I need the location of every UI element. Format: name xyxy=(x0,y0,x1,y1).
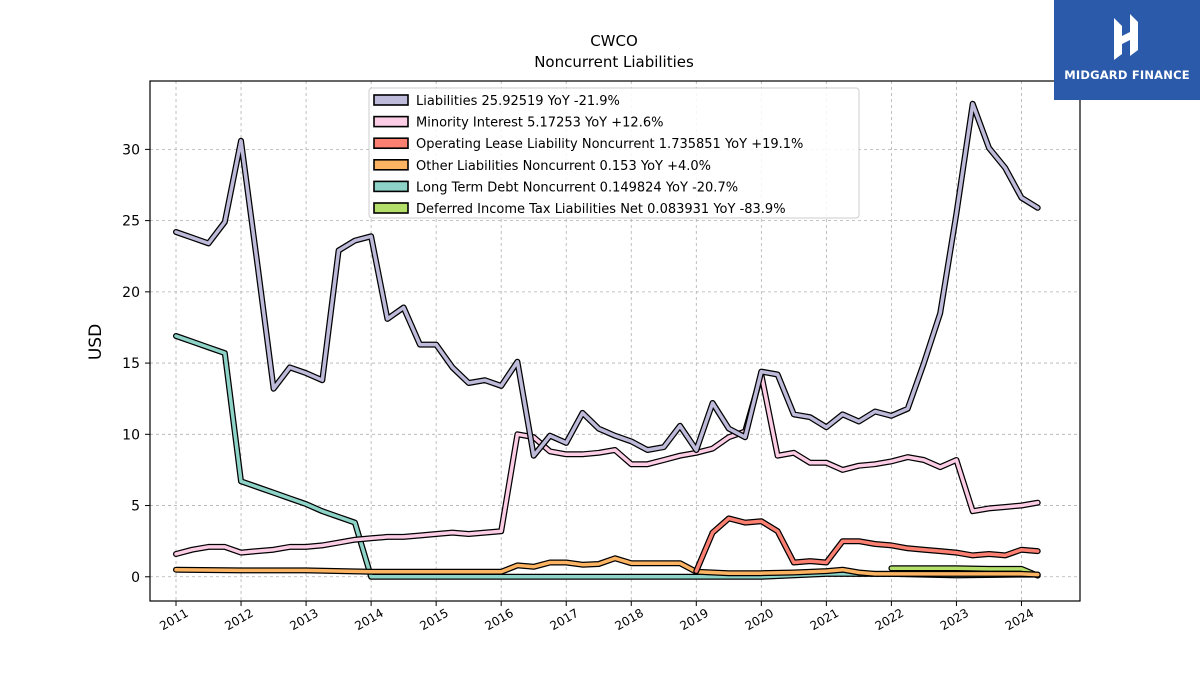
plot-frame xyxy=(149,80,1081,602)
legend-swatch xyxy=(373,159,409,171)
y-tick-label: 25 xyxy=(122,214,140,230)
x-tick-label: 2022 xyxy=(873,606,906,633)
legend-label: Liabilities 25.92519 YoY -21.9% xyxy=(416,94,620,109)
x-tick-label: 2019 xyxy=(678,606,711,633)
series-deferred-income-tax-liabilities-net xyxy=(888,565,1041,579)
x-tick-label: 2020 xyxy=(743,606,776,633)
x-tick-label: 2017 xyxy=(547,606,580,633)
y-tick-label: 5 xyxy=(131,499,140,515)
y-tick-label: 0 xyxy=(131,570,140,586)
legend-swatch xyxy=(373,180,409,193)
series-line xyxy=(174,102,1040,458)
series-other-liabilities-noncurrent xyxy=(173,555,1041,578)
legend-item: Operating Lease Liability Noncurrent 1.7… xyxy=(373,137,803,152)
series-line xyxy=(174,372,1040,556)
x-tick-label: 2024 xyxy=(1003,606,1036,633)
chart-title: CWCO xyxy=(590,32,638,50)
legend-item: Deferred Income Tax Liabilities Net 0.08… xyxy=(373,202,786,217)
x-tick-label: 2014 xyxy=(352,606,385,633)
x-tick-label: 2011 xyxy=(157,606,190,633)
legend-swatch xyxy=(373,137,409,149)
y-tick-label: 30 xyxy=(122,142,140,158)
series-line xyxy=(889,566,1040,578)
legend-item: Liabilities 25.92519 YoY -21.9% xyxy=(373,94,620,109)
legend-box xyxy=(368,87,860,219)
x-tick-label: 2013 xyxy=(287,606,320,633)
series-outline xyxy=(693,515,1041,575)
legend-swatch xyxy=(373,115,409,128)
x-tick-label: 2023 xyxy=(938,606,971,633)
y-axis-label: USD xyxy=(86,324,106,360)
y-tick-label: 20 xyxy=(122,285,140,301)
midgard-logo-icon xyxy=(1114,14,1138,60)
legend-swatch xyxy=(373,202,409,214)
legend-item: Other Liabilities Noncurrent 0.153 YoY +… xyxy=(373,159,711,174)
series-line xyxy=(174,334,1040,579)
series-lines xyxy=(173,100,1041,580)
legend-label: Minority Interest 5.17253 YoY +12.6% xyxy=(416,116,663,131)
x-tick-label: 2018 xyxy=(613,606,646,633)
legend-swatch xyxy=(373,94,409,106)
brand-name: MIDGARD FINANCE xyxy=(1064,68,1190,82)
series-operating-lease-liability-noncurrent xyxy=(693,515,1041,575)
y-tick-label: 15 xyxy=(122,356,140,372)
x-tick-label: 2016 xyxy=(482,606,515,633)
series-liabilities xyxy=(173,100,1041,459)
legend-item: Minority Interest 5.17253 YoY +12.6% xyxy=(373,115,663,131)
x-tick-label: 2015 xyxy=(417,606,450,633)
legend-label: Deferred Income Tax Liabilities Net 0.08… xyxy=(416,202,786,217)
legend-label: Other Liabilities Noncurrent 0.153 YoY +… xyxy=(416,159,711,174)
x-tick-label: 2021 xyxy=(808,606,841,633)
y-tick-label: 10 xyxy=(122,427,140,443)
chart-subtitle: Noncurrent Liabilities xyxy=(534,53,694,71)
series-line xyxy=(694,516,1040,573)
x-tick-label: 2012 xyxy=(222,606,255,633)
brand-badge: MIDGARD FINANCE xyxy=(1054,0,1200,100)
series-minority-interest xyxy=(173,371,1041,557)
legend-item: Long Term Debt Noncurrent 0.149824 YoY -… xyxy=(373,180,738,195)
series-line xyxy=(174,556,1040,577)
series-long-term-debt-noncurrent xyxy=(173,333,1041,580)
legend-label: Long Term Debt Noncurrent 0.149824 YoY -… xyxy=(416,180,738,195)
legend-label: Operating Lease Liability Noncurrent 1.7… xyxy=(416,137,803,152)
legend: Liabilities 25.92519 YoY -21.9% Minority … xyxy=(368,87,860,219)
